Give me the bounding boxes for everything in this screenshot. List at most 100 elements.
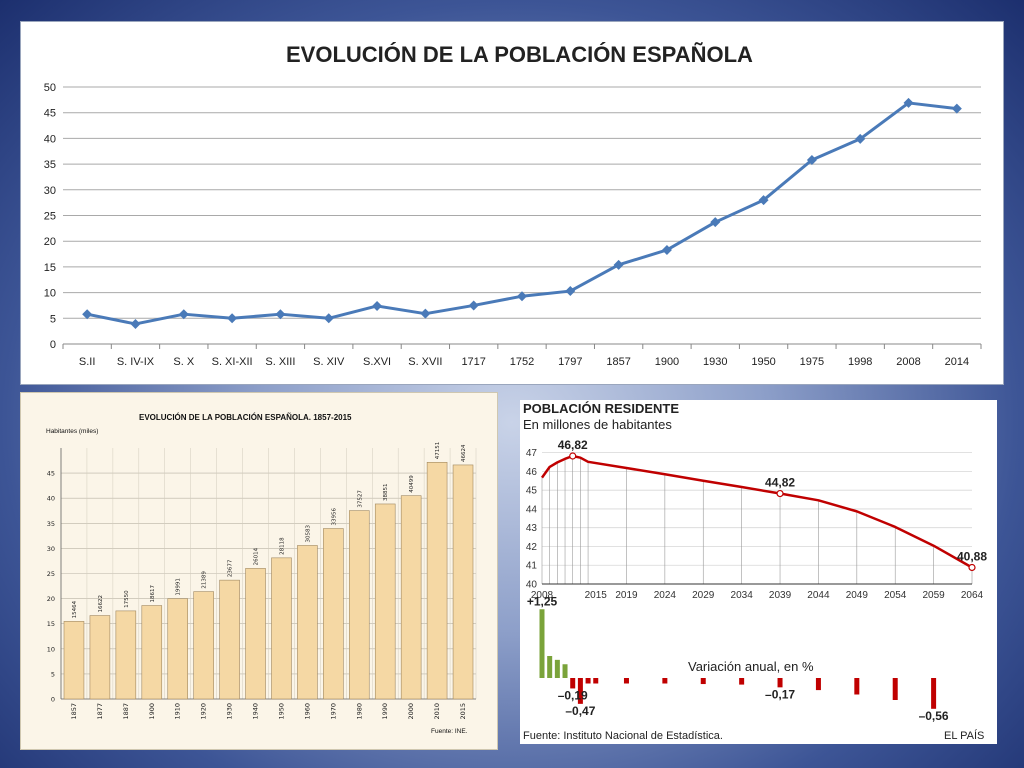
x-tick-label: 2019 xyxy=(615,590,638,601)
bar xyxy=(400,495,422,700)
y-tick-label: 10 xyxy=(44,288,56,300)
y-tick-label: 43 xyxy=(526,523,538,534)
bar xyxy=(141,605,163,700)
y-tick-label: 40 xyxy=(526,580,538,591)
x-tick-label: 2059 xyxy=(922,590,945,601)
y-tick-label: 15 xyxy=(47,620,55,628)
x-tick-label: S. XIV xyxy=(313,356,345,368)
bar-value-label: 40499 xyxy=(409,475,415,493)
x-tick-label: 2044 xyxy=(807,590,830,601)
series-line xyxy=(540,454,973,569)
x-tick-label: 1975 xyxy=(800,356,824,368)
data-point xyxy=(710,217,721,228)
variation-label: –0,47 xyxy=(565,704,595,718)
variation-label: Variación anual, en % xyxy=(688,659,814,674)
x-tick-label: 2010 xyxy=(433,703,441,720)
x-tick-label: S. XI-XII xyxy=(212,356,253,368)
x-tick-label: 2049 xyxy=(846,590,869,601)
variation-bar xyxy=(539,609,545,678)
x-tick-label: 1998 xyxy=(848,356,872,368)
y-tick-label: 41 xyxy=(526,561,538,572)
bar-value-label: 37527 xyxy=(357,490,363,508)
x-tick-label: 2008 xyxy=(896,356,920,368)
projection-chart-svg: POBLACIÓN RESIDENTE En millones de habit… xyxy=(523,401,987,742)
y-tick-label: 45 xyxy=(44,108,56,120)
bar xyxy=(271,557,292,700)
variation-bar xyxy=(570,678,576,689)
variation-bar xyxy=(562,664,568,678)
bar xyxy=(63,621,85,700)
x-tick-label: 2034 xyxy=(731,590,754,601)
source-note: Fuente: Instituto Nacional de Estadístic… xyxy=(523,730,723,742)
x-tick-label: 1857 xyxy=(70,703,78,720)
chart-subtitle: En millones de habitantes xyxy=(523,417,672,432)
y-tick-label: 25 xyxy=(44,211,56,223)
x-tick-label: S. XVII xyxy=(408,356,442,368)
variation-bar xyxy=(593,678,599,684)
bar xyxy=(297,545,318,700)
x-tick-label: 2039 xyxy=(769,590,792,601)
y-tick-label: 40 xyxy=(47,495,55,503)
x-tick-label: 1797 xyxy=(558,356,582,368)
variation-label: +1,25 xyxy=(527,594,558,608)
y-tick-label: 30 xyxy=(47,545,55,553)
data-point xyxy=(468,300,479,311)
x-tick-label: 2064 xyxy=(961,590,984,601)
x-tick-label: 1857 xyxy=(606,356,630,368)
data-point xyxy=(372,300,383,311)
variation-bar xyxy=(585,678,591,684)
x-tick-label: 1970 xyxy=(329,703,337,720)
x-tick-label: S.II xyxy=(79,356,96,368)
x-tick-label: 1930 xyxy=(226,703,234,720)
y-tick-label: 40 xyxy=(44,133,56,145)
x-tick-label: 2014 xyxy=(945,356,969,368)
y-tick-label: 20 xyxy=(44,236,56,248)
x-tick-label: S. XIII xyxy=(265,356,295,368)
source-note: Fuente: INE. xyxy=(431,728,468,735)
y-tick-label: 35 xyxy=(47,520,55,528)
data-point xyxy=(565,286,576,297)
variation-bar xyxy=(623,678,629,684)
x-tick-label: 1950 xyxy=(751,356,775,368)
y-tick-label: 45 xyxy=(47,470,55,478)
variation-bar xyxy=(777,678,783,688)
variation-bar xyxy=(931,678,937,709)
x-tick-label: S. IV-IX xyxy=(117,356,155,368)
x-tick-label: 2000 xyxy=(407,703,415,720)
y-tick-label: 5 xyxy=(51,670,55,678)
y-tick-label: 46 xyxy=(526,467,538,478)
variation-label: –0,19 xyxy=(558,688,588,702)
data-point xyxy=(420,308,431,319)
variation-bar xyxy=(577,678,583,704)
x-tick-label: 2008 xyxy=(531,590,554,601)
y-tick-label: 35 xyxy=(44,159,56,171)
chart-bar-1857-2015: EVOLUCIÓN DE LA POBLACIÓN ESPAÑOLA. 1857… xyxy=(20,392,498,750)
y-tick-label: 47 xyxy=(526,448,538,459)
y-tick-label: 20 xyxy=(47,595,55,603)
y-axis-label: Habitantes (miles) xyxy=(46,428,98,435)
bar xyxy=(115,610,137,700)
credit: EL PAÍS xyxy=(944,729,984,742)
x-tick-label: 2024 xyxy=(654,590,677,601)
annotation-label: 46,82 xyxy=(558,438,588,452)
bar-value-label: 28118 xyxy=(279,537,285,555)
data-point xyxy=(130,318,141,329)
y-tick-label: 42 xyxy=(526,542,538,553)
annotation-marker xyxy=(776,489,784,498)
x-tick-label: 1920 xyxy=(200,703,208,720)
bar xyxy=(374,503,396,700)
y-tick-label: 44 xyxy=(526,504,538,515)
bar-value-label: 46624 xyxy=(461,444,467,462)
bar-value-label: 26014 xyxy=(254,547,260,565)
x-tick-label: S. X xyxy=(173,356,194,368)
bar xyxy=(167,598,188,700)
annotation-marker xyxy=(968,563,976,572)
bar-value-label: 30583 xyxy=(305,524,311,542)
variation-bar xyxy=(854,678,860,695)
x-tick-label: 1930 xyxy=(703,356,727,368)
variation-bar xyxy=(554,659,560,678)
bar-value-label: 17550 xyxy=(124,590,130,608)
x-tick-label: 1980 xyxy=(355,703,363,720)
variation-bar xyxy=(739,678,745,685)
x-tick-label: S.XVI xyxy=(363,356,391,368)
